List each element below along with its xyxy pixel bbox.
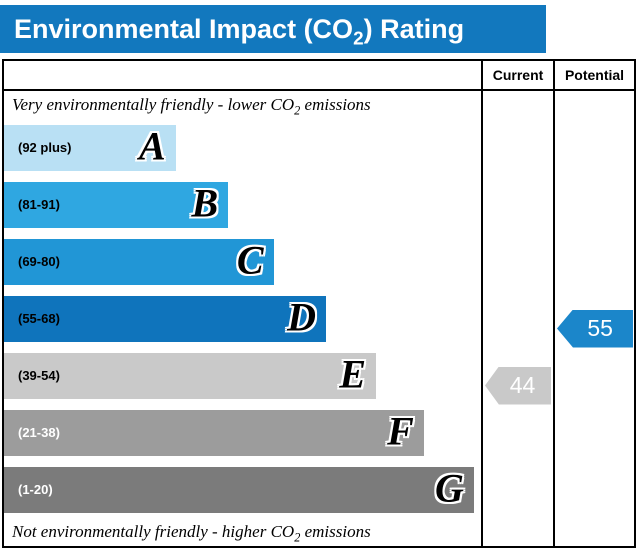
band-row-e: (39-54) E (4, 347, 481, 404)
title-bar: Environmental Impact (CO2) Rating (0, 5, 546, 53)
band-letter: E (339, 350, 367, 396)
band-range-label: (81-91) (18, 197, 60, 212)
band-letter: G (434, 464, 464, 510)
band-row-c: (69-80) C (4, 233, 481, 290)
column-header-potential: Potential (553, 61, 634, 91)
band-range-label: (55-68) (18, 311, 60, 326)
bands-list: (92 plus) A (81-91) B (69-80) C (55-68) (4, 119, 481, 518)
band-row-f: (21-38) F (4, 404, 481, 461)
band-letter: C (236, 236, 264, 282)
band-range-label: (21-38) (18, 425, 60, 440)
caption-top: Very environmentally friendly - lower CO… (12, 95, 371, 118)
band-range-label: (39-54) (18, 368, 60, 383)
band-row-g: (1-20) G (4, 461, 481, 518)
current-rating-value: 44 (509, 372, 536, 398)
band-range-label: (1-20) (18, 482, 53, 497)
potential-column: 55 (553, 91, 634, 546)
band-range-label: (92 plus) (18, 140, 72, 155)
band-bar-g: (1-20) G (4, 464, 474, 513)
band-bar-a: (92 plus) A (4, 122, 176, 171)
band-row-b: (81-91) B (4, 176, 481, 233)
band-range-label: (69-80) (18, 254, 60, 269)
rating-table: Current Potential Very environmentally f… (2, 59, 636, 548)
band-letter: D (287, 293, 316, 339)
main-column-header (4, 61, 481, 91)
band-bar-b: (81-91) B (4, 179, 229, 228)
page-title: Environmental Impact (CO2) Rating (14, 13, 465, 49)
current-column: 44 (481, 91, 553, 546)
band-bar-e: (39-54) E (4, 350, 377, 399)
caption-bottom: Not environmentally friendly - higher CO… (12, 522, 371, 545)
potential-rating-value: 55 (587, 315, 613, 341)
band-bar-f: (21-38) F (4, 407, 424, 456)
potential-rating-arrow: 55 (557, 309, 633, 348)
band-letter: F (387, 407, 414, 453)
band-row-d: (55-68) D (4, 290, 481, 347)
column-header-current: Current (481, 61, 553, 91)
band-row-a: (92 plus) A (4, 119, 481, 176)
band-letter: A (139, 122, 166, 168)
band-bar-d: (55-68) D (4, 293, 326, 342)
current-rating-arrow: 44 (485, 366, 551, 405)
band-bar-c: (69-80) C (4, 236, 274, 285)
bands-area: Very environmentally friendly - lower CO… (4, 91, 481, 546)
band-letter: B (191, 179, 219, 225)
